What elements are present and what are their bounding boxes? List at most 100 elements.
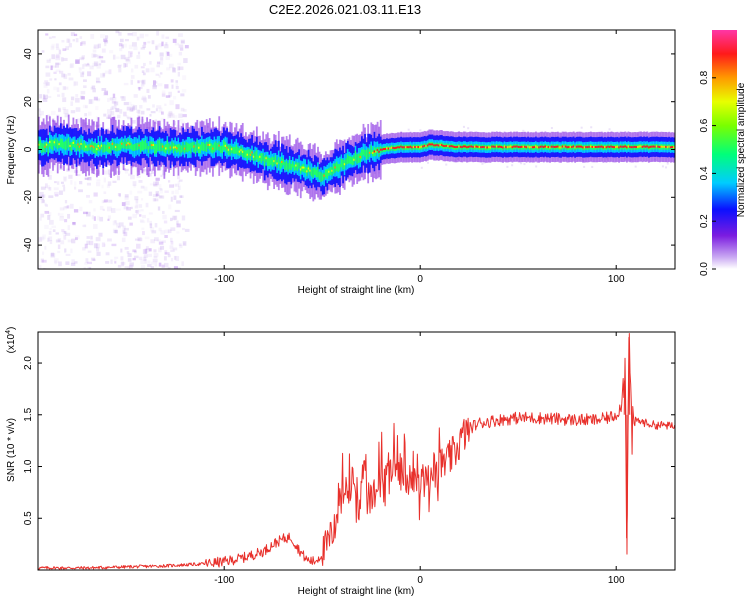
spectrogram-ridge-cell [133,144,136,151]
spectrogram-noise-cell [79,36,83,39]
spectrogram-noise-cell [127,116,132,120]
spectrogram-ridge-cell [158,140,161,151]
spectrogram-noise-cell [106,184,110,188]
spectrogram-noise-cell [67,213,71,219]
spectrogram-ridge-cell [346,154,349,164]
spectrogram-peak-cell [657,145,660,148]
spectrogram-noise-cell [141,169,146,174]
spectrogram-ridge-cell [312,168,315,178]
spectrogram-noise-cell [155,44,159,50]
spectrogram-noise-cell [128,44,133,49]
spectrogram-noise-cell [99,216,104,222]
spectrogram-peak-cell [208,143,212,146]
spectrogram-ridge-cell [74,140,76,149]
spectrogram-noise-cell [125,56,130,62]
spectrogram-noise-cell [94,173,98,176]
spectrogram-peak-cell [495,145,498,148]
spectrogram-noise-cell [70,179,73,185]
spectrogram-noise-cell [62,107,66,111]
spectrogram-noise-cell [48,212,52,216]
spectrogram-noise-cell [84,113,88,117]
spectrogram-noise-cell [115,208,121,211]
spectrogram-peak-cell [224,144,228,147]
spectrogram-noise-cell [182,241,187,246]
spectrogram-noise-cell [120,96,125,99]
spectrogram-noise-cell [40,213,45,218]
spectrogram-peak-cell [615,146,617,149]
spectrogram-noise-cell [157,83,163,87]
spectrogram-noise-cell [49,227,52,231]
spectrogram-peak-cell [492,145,495,148]
spectrogram-noise-cell [87,176,92,181]
spectrogram-noise-cell [130,175,135,180]
spectrogram-noise-cell [95,106,99,111]
spectrogram-noise-cell [101,184,104,189]
spectrogram-noise-cell [124,246,129,250]
spectrogram-peak-cell [666,146,669,149]
spectrogram-noise-cell [124,63,128,68]
spectrogram-peak-cell [522,145,525,148]
spectrogram-noise-cell [70,248,73,254]
spectrogram-peak-cell [486,146,489,149]
spectrogram-noise-cell [72,222,76,225]
spectrogram-noise-cell [63,230,67,234]
spectrogram-noise-cell [54,78,57,81]
spectrogram-noise-cell [134,196,139,201]
spectrogram-peak-cell [503,145,506,148]
spectrogram-peak-cell [596,146,599,149]
spectrogram-ridge-cell [168,143,170,154]
spectrogram-ridge-cell [254,151,257,161]
spectrogram-peak-cell [301,166,305,169]
spectrogram-ridge-cell [310,169,313,177]
spectrogram-peak-cell [464,145,467,148]
spectrogram-peak-cell [331,169,335,172]
spectrogram-noise-cell [70,262,76,266]
spectrogram-noise-cell [110,208,116,213]
spectrogram-noise-cell [92,49,97,53]
spectrogram-ridge-cell [216,142,219,150]
spectrogram-peak-cell [600,145,603,148]
spectrogram-noise-cell [42,98,48,102]
spectrogram-noise-cell [62,48,67,52]
spectrogram-ridge-cell [350,156,352,164]
spectrogram-noise-cell [89,65,94,70]
spectrogram-noise-cell [136,175,141,178]
spectrogram-noise-cell [152,258,158,263]
spectrogram-noise-cell [38,113,42,118]
spectrogram-noise-cell [96,179,101,182]
spectrogram-noise-cell [132,257,136,261]
spectrogram-ridge-cell [149,141,152,149]
spectrogram-noise-cell [53,71,57,74]
spectrogram-noise-cell [143,186,148,191]
spectrogram-ridge-cell [130,142,133,150]
snr-axes: -100 0 100 0.5 1.0 1.5 2.0 [23,332,675,586]
spectrogram-peak-cell [373,150,376,153]
snr-series-line [38,333,675,570]
spectrogram-peak-cell [541,145,544,148]
spectrogram-ridge-cell [205,141,208,152]
spectrogram-noise-cell [483,161,486,164]
spectrogram-noise-cell [75,59,80,64]
spectrogram-ridge-cell [157,140,159,151]
spectrogram-ridge-cell [154,143,156,155]
spectrogram-noise-cell [63,177,67,182]
spectrogram-noise-cell [134,205,139,209]
spectrogram-noise-cell [148,212,153,215]
spectrogram-ridge-cell [342,159,344,170]
spectrogram-noise-cell [181,89,187,93]
spectrogram-peak-cell [161,145,165,148]
spectrogram-noise-cell [89,240,94,246]
spectrogram-peak-cell [520,145,523,148]
spectrogram-noise-cell [93,192,98,197]
spectrogram-noise-cell [137,80,140,84]
spectrogram-peak-cell [571,146,573,149]
spectrogram-noise-cell [44,80,49,83]
spectrogram-noise-cell [114,229,119,234]
spectrogram-noise-cell [113,230,117,234]
spectrogram-peak-cell [302,166,306,169]
spectrogram-noise-cell [426,161,429,164]
spectrogram-noise-cell [51,43,55,49]
spectrogram-noise-cell [142,168,148,172]
spectrogram-noise-cell [64,248,67,252]
spectrogram-peak-cell [45,143,49,146]
